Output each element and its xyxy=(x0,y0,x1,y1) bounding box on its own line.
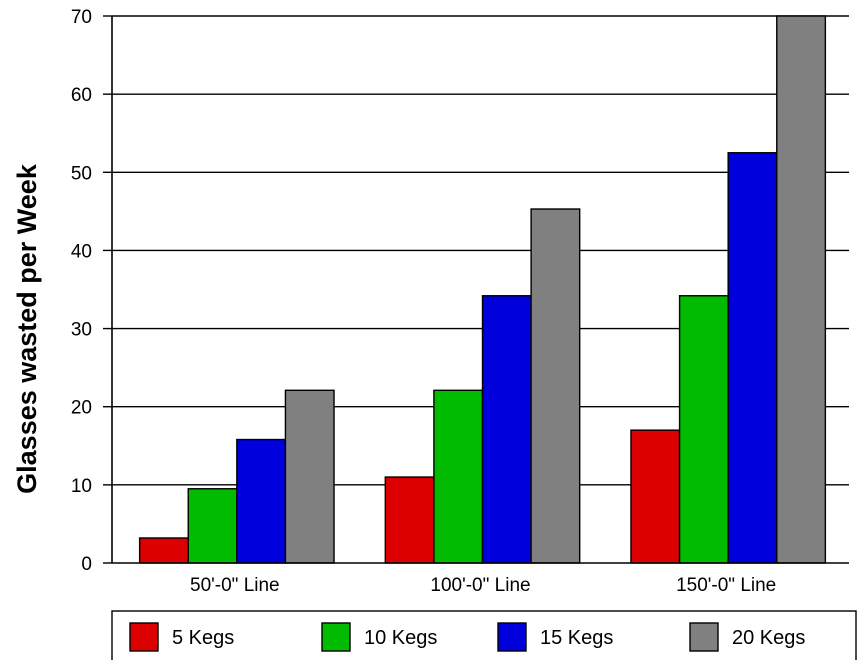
legend-swatch xyxy=(497,622,527,652)
y-tick-label: 40 xyxy=(71,241,92,262)
bar-20-kegs xyxy=(530,208,581,564)
category-label: 50'-0" Line xyxy=(190,575,280,596)
category-label: 100'-0" Line xyxy=(430,575,530,596)
bar-20-kegs xyxy=(776,15,827,564)
bar-15-kegs xyxy=(481,295,532,564)
category-label: 150'-0" Line xyxy=(676,575,776,596)
bar-5-kegs xyxy=(138,537,189,564)
gridlines xyxy=(112,15,849,486)
bar-10-kegs xyxy=(187,488,238,564)
bars xyxy=(138,15,827,564)
legend-label: 10 Kegs xyxy=(364,627,437,649)
bar-10-kegs xyxy=(678,295,729,564)
bar-5-kegs xyxy=(384,476,435,564)
axes xyxy=(111,16,849,564)
y-axis-label: Glasses wasted per Week xyxy=(12,163,42,494)
category-labels: 50'-0" Line 100'-0" Line 150'-0" Line xyxy=(190,575,776,596)
y-tick-label: 70 xyxy=(71,7,92,28)
y-tick-label: 30 xyxy=(71,320,92,341)
bar-20-kegs xyxy=(284,389,335,564)
y-tick-label: 50 xyxy=(71,163,92,184)
legend-label: 5 Kegs xyxy=(172,627,234,649)
legend-label: 15 Kegs xyxy=(540,627,613,649)
legend-label: 20 Kegs xyxy=(732,627,805,649)
y-tick-labels: 0 10 20 30 40 50 60 70 xyxy=(71,7,112,575)
bar-5-kegs xyxy=(630,429,681,564)
legend-swatch xyxy=(129,622,159,652)
legend-box xyxy=(111,610,857,660)
bar-15-kegs xyxy=(236,438,287,564)
legend-swatch xyxy=(689,622,719,652)
legend-swatch xyxy=(321,622,351,652)
y-tick-label: 10 xyxy=(71,476,92,497)
legend: 5 Kegs 10 Kegs 15 Kegs 20 Kegs xyxy=(111,610,857,660)
y-tick-label: 20 xyxy=(71,398,92,419)
bar-15-kegs xyxy=(727,152,778,564)
bar-10-kegs xyxy=(433,389,484,564)
y-tick-label: 0 xyxy=(81,554,92,575)
y-tick-label: 60 xyxy=(71,85,92,106)
